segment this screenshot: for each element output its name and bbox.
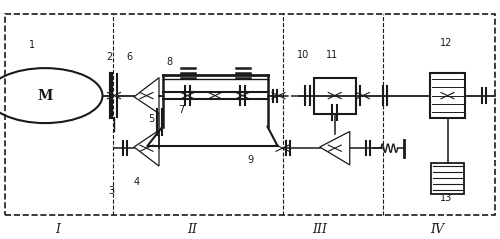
- Text: 2: 2: [106, 52, 112, 62]
- Bar: [314, 78, 356, 114]
- Text: 5: 5: [148, 114, 154, 125]
- Text: M: M: [38, 89, 52, 103]
- Text: IV: IV: [430, 223, 444, 236]
- Text: 10: 10: [298, 50, 310, 60]
- Bar: [431, 163, 464, 194]
- Text: 6: 6: [126, 52, 132, 62]
- Text: 4: 4: [134, 177, 140, 187]
- Text: I: I: [55, 223, 60, 236]
- Text: 13: 13: [440, 193, 452, 203]
- Text: 8: 8: [166, 57, 172, 67]
- Text: 9: 9: [247, 155, 253, 165]
- Bar: [430, 73, 465, 118]
- Text: 11: 11: [326, 50, 338, 60]
- Text: 3: 3: [108, 186, 114, 196]
- Text: 7: 7: [178, 105, 184, 115]
- Text: 1: 1: [30, 40, 36, 50]
- Text: II: II: [188, 223, 198, 236]
- Text: 12: 12: [440, 38, 452, 48]
- Text: III: III: [312, 223, 328, 236]
